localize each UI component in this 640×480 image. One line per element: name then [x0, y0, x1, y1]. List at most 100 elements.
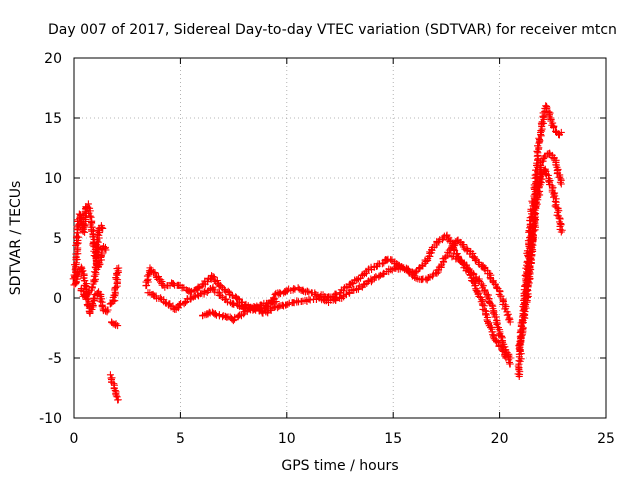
- data-point: [73, 240, 81, 248]
- data-point: [526, 255, 534, 263]
- data-point: [440, 258, 448, 266]
- y-tick-label: 20: [44, 51, 62, 67]
- data-point: [549, 124, 557, 132]
- data-point: [290, 284, 298, 292]
- series-track-h: [144, 236, 514, 326]
- data-point: [498, 332, 506, 340]
- data-point: [79, 267, 87, 275]
- y-tick-label: 10: [44, 171, 62, 187]
- data-point: [293, 297, 301, 305]
- data-point: [306, 296, 314, 304]
- data-point: [411, 273, 419, 281]
- data-point: [375, 272, 383, 280]
- data-point: [557, 128, 565, 136]
- data-point: [349, 280, 357, 288]
- data-point: [527, 266, 535, 274]
- series-track-j: [448, 252, 514, 368]
- data-point: [272, 298, 280, 306]
- y-tick-label: -5: [48, 351, 62, 367]
- data-point: [557, 228, 565, 236]
- x-axis-label: GPS time / hours: [281, 458, 398, 474]
- data-point: [495, 290, 503, 298]
- data-point: [217, 292, 225, 300]
- data-point: [295, 285, 303, 293]
- series-track-d: [106, 264, 123, 308]
- data-point: [463, 247, 471, 255]
- data-point: [234, 295, 242, 303]
- data-point: [211, 310, 219, 318]
- data-point: [224, 287, 232, 295]
- y-tick-label: 15: [44, 111, 62, 127]
- data-point: [190, 287, 198, 295]
- data-point: [243, 307, 251, 315]
- data-point: [86, 212, 94, 220]
- data-point: [412, 274, 420, 282]
- data-point: [75, 210, 83, 218]
- data-point: [85, 209, 93, 217]
- data-point: [546, 114, 554, 122]
- data-point: [464, 246, 472, 254]
- data-point: [499, 347, 507, 355]
- x-tick-label: 10: [278, 431, 296, 447]
- data-point: [212, 311, 220, 319]
- data-point: [108, 319, 116, 327]
- data-point: [169, 280, 177, 288]
- data-point: [149, 290, 157, 298]
- axis-ticks: 0 5 10 15 20 25 -10 -5 0 5 10 15 20: [39, 51, 615, 447]
- data-point: [353, 276, 361, 284]
- data-marks: [69, 102, 566, 404]
- data-point: [531, 213, 539, 221]
- data-point: [379, 270, 387, 278]
- data-point: [223, 298, 231, 306]
- data-point: [530, 200, 538, 208]
- series-track-l: [515, 165, 566, 355]
- data-point: [229, 317, 237, 325]
- chart-title: Day 007 of 2017, Sidereal Day-to-day VTE…: [48, 22, 617, 38]
- data-point: [88, 283, 96, 291]
- data-point: [194, 284, 202, 292]
- data-point: [214, 288, 222, 296]
- data-point: [360, 281, 368, 289]
- x-tick-label: 0: [70, 431, 79, 447]
- data-point: [448, 253, 456, 261]
- data-point: [186, 295, 194, 303]
- data-point: [257, 301, 265, 309]
- data-point: [355, 282, 363, 290]
- data-point: [74, 233, 82, 241]
- data-point: [176, 301, 184, 309]
- data-point: [175, 300, 183, 308]
- data-point: [89, 295, 97, 303]
- data-point: [480, 264, 488, 272]
- data-point: [480, 302, 488, 310]
- data-point: [252, 304, 260, 312]
- data-point: [488, 301, 496, 309]
- data-point: [441, 254, 449, 262]
- data-point: [284, 300, 292, 308]
- y-tick-label: 5: [53, 231, 62, 247]
- series-track-e: [108, 318, 122, 330]
- data-point: [518, 332, 525, 340]
- data-point: [558, 226, 566, 234]
- series-track-i: [199, 298, 280, 325]
- data-point: [517, 335, 525, 343]
- data-point: [277, 290, 285, 298]
- data-point: [98, 302, 106, 310]
- data-point: [102, 246, 110, 254]
- data-point: [217, 282, 225, 290]
- data-point: [186, 288, 194, 296]
- series-track-a: [69, 200, 110, 283]
- data-point: [534, 149, 542, 157]
- data-point: [114, 322, 122, 330]
- data-point: [405, 269, 413, 277]
- data-point: [367, 275, 375, 283]
- data-point: [489, 309, 497, 317]
- data-point: [97, 297, 105, 305]
- data-point: [263, 308, 271, 316]
- data-point: [112, 392, 120, 400]
- data-point: [535, 136, 543, 144]
- x-tick-label: 20: [491, 431, 509, 447]
- data-point: [447, 236, 455, 244]
- series-track-f: [106, 371, 122, 404]
- y-axis-label: SDTVAR / TECUs: [8, 181, 24, 296]
